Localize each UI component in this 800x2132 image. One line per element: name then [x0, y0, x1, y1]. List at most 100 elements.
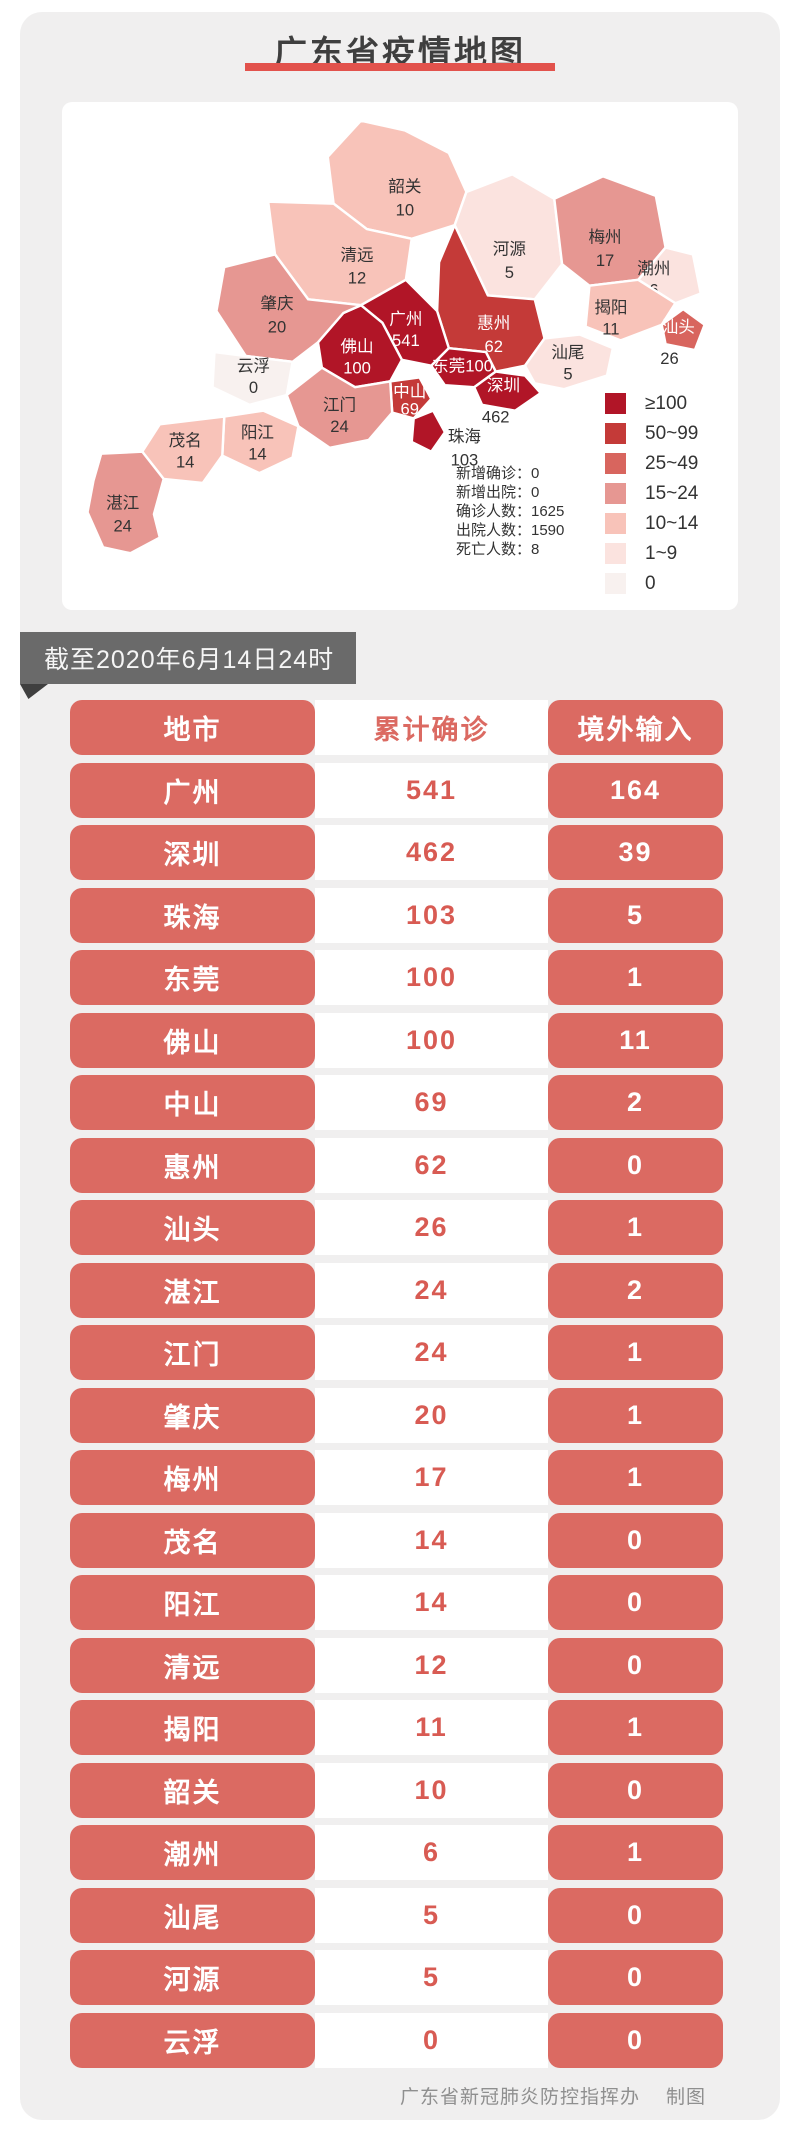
imported-cell: 11 [548, 1012, 723, 1068]
map-region-value: 11 [602, 319, 619, 338]
map-region-value: 17 [596, 251, 614, 270]
confirmed-cell: 5 [315, 1950, 548, 2005]
ribbon-label: 截至2020年6月14日24时 [44, 646, 335, 674]
footer-credit: 广东省新冠肺炎防控指挥办 制图 [400, 2082, 706, 2109]
confirmed-cell: 62 [315, 1137, 548, 1193]
map-region: 深圳 462 [472, 370, 542, 426]
confirmed-cell: 0 [315, 2012, 548, 2068]
map-region-value: 5 [505, 263, 514, 282]
city-cell: 肇庆 [70, 1387, 315, 1443]
confirmed-cell: 10 [315, 1762, 548, 1818]
map-region-value: 541 [392, 331, 420, 350]
map-region-value: 24 [330, 417, 348, 436]
map-region: 东莞100 [430, 346, 497, 389]
table-row: 江门 24 1 [70, 1325, 723, 1380]
confirmed-cell: 12 [315, 1637, 548, 1693]
stat-line: 确诊人数：1625 [456, 503, 565, 520]
map-region-label: 汕尾 [551, 343, 584, 362]
city-cell: 茂名 [70, 1512, 315, 1568]
legend-item: 0 [605, 573, 698, 594]
imported-cell: 1 [548, 950, 723, 1005]
imported-cell: 0 [548, 1950, 723, 2005]
confirmed-cell: 24 [315, 1262, 548, 1318]
table-row: 云浮 0 0 [70, 2012, 723, 2068]
map-region-shape [410, 409, 447, 453]
map-region: 阳江 14 [221, 409, 300, 475]
city-cell: 江门 [70, 1325, 315, 1380]
map-region-value: 24 [113, 517, 131, 536]
map-region: 云浮 0 [211, 350, 294, 407]
map-region-label: 韶关 [388, 177, 421, 196]
city-cell: 珠海 [70, 887, 315, 943]
map-region-label: 梅州 [588, 228, 621, 247]
map-region-value: 100 [343, 359, 371, 378]
map-region-shape [86, 450, 165, 555]
imported-cell: 1 [548, 1387, 723, 1443]
footer-org: 广东省新冠肺炎防控指挥办 [399, 2087, 640, 2108]
main-panel: 广东省疫情地图 韶关10清远12河源5梅州17潮州6揭阳11汕头26惠州62汕尾… [20, 12, 780, 2120]
map-region-label: 云浮 [237, 357, 270, 376]
confirmed-cell: 541 [315, 762, 548, 818]
table-row: 佛山 100 11 [70, 1012, 723, 1068]
imported-cell: 2 [548, 1262, 723, 1318]
confirmed-cell: 24 [315, 1325, 548, 1380]
imported-cell: 164 [548, 762, 723, 818]
map-region-value: 103 [451, 450, 479, 469]
table-row: 清远 12 0 [70, 1637, 723, 1693]
map-card: 韶关10清远12河源5梅州17潮州6揭阳11汕头26惠州62汕尾5广州541佛山… [62, 102, 738, 610]
city-cell: 湛江 [70, 1262, 315, 1318]
table-row: 阳江 14 0 [70, 1575, 723, 1630]
map-region: 揭阳 11 [584, 278, 677, 342]
map-region-label: 汕头 [662, 318, 695, 337]
table-row: 深圳 462 39 [70, 825, 723, 880]
legend-swatch-icon [605, 453, 626, 474]
table-row: 韶关 10 0 [70, 1762, 723, 1818]
map-region-shape [285, 366, 394, 449]
map-region-label: 惠州 [477, 314, 510, 333]
table-row: 湛江 24 2 [70, 1262, 723, 1318]
table-row: 潮州 6 1 [70, 1825, 723, 1880]
stat-line: 新增确诊：0 [456, 465, 540, 482]
map-legend: ≥100 50~99 25~49 15~24 10~14 1~9 0 [605, 393, 698, 603]
legend-label: 50~99 [645, 422, 699, 444]
imported-cell: 1 [548, 1825, 723, 1880]
legend-label: 10~14 [645, 512, 699, 534]
map-region-value: 14 [176, 452, 194, 471]
map-region-label: 清远 [340, 245, 373, 264]
map-region-shape [660, 307, 706, 352]
map-region-value: 69 [401, 400, 419, 419]
legend-label: 25~49 [645, 452, 699, 474]
city-cell: 惠州 [70, 1137, 315, 1193]
map-region-label: 中山 [393, 382, 426, 401]
imported-cell: 1 [548, 1700, 723, 1755]
city-cell: 佛山 [70, 1012, 315, 1068]
table-row: 梅州 17 1 [70, 1450, 723, 1505]
map-region-value: 10 [396, 200, 414, 219]
confirmed-cell: 103 [315, 887, 548, 943]
confirmed-cell: 14 [315, 1575, 548, 1630]
map-region-label: 东莞100 [432, 357, 493, 376]
date-ribbon: 截至2020年6月14日24时 [20, 632, 356, 684]
map-region-shape [215, 253, 363, 364]
city-cell: 深圳 [70, 825, 315, 880]
legend-label: 0 [645, 572, 656, 594]
legend-item: 10~14 [605, 513, 698, 534]
legend-item: 50~99 [605, 423, 698, 444]
map-region-value: 26 [660, 349, 678, 368]
map-region-label: 潮州 [637, 259, 670, 278]
city-cell: 汕头 [70, 1200, 315, 1255]
map-region: 汕头 26 [660, 307, 706, 368]
imported-cell: 0 [548, 1637, 723, 1693]
map-region-label: 广州 [389, 310, 422, 329]
map-region-label: 江门 [323, 396, 356, 415]
map-region-value: 0 [249, 378, 258, 397]
confirmed-header: 累计确诊 [315, 700, 548, 755]
map-region-label: 珠海 [448, 427, 481, 446]
map-region-label: 茂名 [169, 431, 202, 450]
confirmed-cell: 26 [315, 1200, 548, 1255]
ribbon-fold-icon [20, 684, 48, 699]
stat-line: 出院人数：1590 [456, 522, 565, 539]
map-region-label: 揭阳 [594, 298, 627, 317]
imported-cell: 0 [548, 1887, 723, 1943]
imported-cell: 39 [548, 825, 723, 880]
